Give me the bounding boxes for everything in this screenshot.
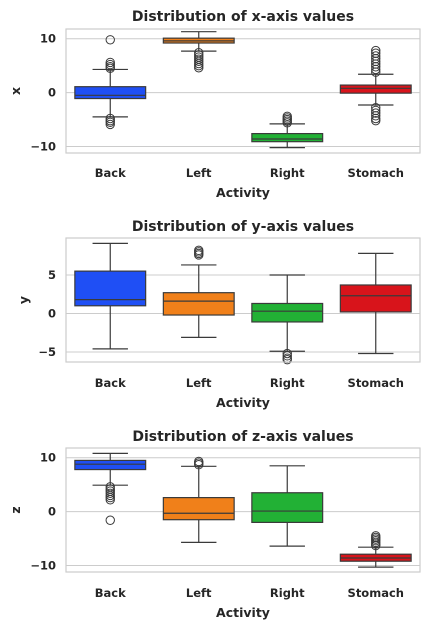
outlier-point bbox=[194, 245, 204, 256]
x-tick-label: Right bbox=[270, 376, 305, 390]
x-tick-label: Left bbox=[186, 166, 212, 180]
y-tick-label: 10 bbox=[40, 32, 56, 46]
x-tick-label: Stomach bbox=[348, 376, 404, 390]
box-stomach bbox=[339, 45, 412, 126]
box-rect bbox=[251, 492, 324, 524]
subplot-2: 5 0 −5 Back Left Right Stomach Distribution of … bbox=[16, 219, 421, 410]
outlier-point bbox=[194, 56, 204, 67]
y-axis-label: z bbox=[8, 506, 23, 513]
outlier-point bbox=[105, 119, 115, 130]
y-tick-label: 0 bbox=[48, 505, 56, 519]
outlier-point bbox=[105, 63, 115, 74]
box-rect bbox=[339, 284, 412, 313]
subplot-1: 10 0 −10 Back Left Right Stomach Distribution o… bbox=[8, 9, 421, 200]
outlier-point bbox=[105, 488, 115, 498]
box-rect bbox=[162, 292, 235, 316]
chart-title: Distribution of y-axis values bbox=[132, 219, 354, 235]
y-tick-label: 5 bbox=[48, 268, 56, 282]
outlier-point bbox=[282, 351, 292, 361]
box-left bbox=[162, 456, 235, 543]
box-stomach bbox=[339, 531, 412, 568]
plot-frame bbox=[65, 447, 421, 573]
box-rect bbox=[251, 302, 324, 323]
box-back bbox=[74, 452, 147, 525]
chart-title: Distribution of z-axis values bbox=[132, 429, 353, 445]
outlier-point bbox=[105, 35, 115, 45]
box-right bbox=[251, 465, 324, 547]
box-left bbox=[162, 245, 235, 338]
outlier-point bbox=[371, 45, 381, 56]
outlier-point bbox=[105, 113, 115, 124]
box-rect bbox=[339, 84, 412, 94]
x-axis-label: Activity bbox=[216, 395, 270, 410]
outlier-point bbox=[105, 117, 115, 127]
y-axis-label: x bbox=[8, 87, 23, 95]
box-rect bbox=[74, 270, 147, 307]
x-tick-label: Back bbox=[95, 376, 126, 390]
x-tick-label: Back bbox=[95, 166, 126, 180]
y-tick-label: −10 bbox=[30, 140, 56, 154]
plot-frame bbox=[65, 28, 421, 154]
outlier-point bbox=[194, 60, 204, 71]
outlier-point bbox=[105, 492, 115, 503]
x-axis-label: Activity bbox=[216, 185, 270, 200]
outlier-point bbox=[194, 58, 204, 69]
x-axis-label: Activity bbox=[216, 605, 270, 620]
box-rect bbox=[162, 497, 235, 521]
outlier-point bbox=[371, 531, 381, 541]
box-left bbox=[162, 31, 235, 73]
y-tick-label: 0 bbox=[48, 306, 56, 320]
subplot-3: 10 0 −10 Back Left Right Stomach Distribution o… bbox=[8, 429, 421, 620]
box-right bbox=[251, 274, 324, 365]
outlier-point bbox=[371, 115, 381, 126]
outlier-point bbox=[194, 456, 204, 467]
outlier-point bbox=[105, 490, 115, 501]
box-back bbox=[74, 242, 147, 350]
outlier-point bbox=[282, 354, 292, 365]
x-tick-label: Back bbox=[95, 586, 126, 600]
y-tick-label: 10 bbox=[40, 451, 56, 465]
outlier-point bbox=[105, 57, 115, 68]
plot-frame bbox=[65, 237, 421, 363]
x-tick-label: Right bbox=[270, 586, 305, 600]
box-back bbox=[74, 35, 147, 130]
outlier-point bbox=[105, 59, 115, 70]
y-tick-label: −5 bbox=[38, 345, 56, 359]
outlier-point bbox=[371, 113, 381, 124]
y-tick-label: −10 bbox=[30, 559, 56, 573]
outlier-point bbox=[371, 51, 381, 61]
y-axis-label: y bbox=[16, 296, 31, 304]
box-right bbox=[251, 111, 324, 149]
outlier-point bbox=[371, 48, 381, 58]
outlier-point bbox=[194, 63, 204, 73]
x-tick-label: Stomach bbox=[348, 166, 404, 180]
box-stomach bbox=[339, 252, 412, 355]
chart-title: Distribution of x-axis values bbox=[132, 9, 354, 25]
x-tick-label: Stomach bbox=[348, 586, 404, 600]
x-tick-label: Right bbox=[270, 166, 305, 180]
outlier-point bbox=[105, 495, 115, 505]
outlier-point bbox=[371, 108, 381, 118]
x-tick-label: Left bbox=[186, 586, 212, 600]
y-tick-label: 0 bbox=[48, 86, 56, 100]
box-rect bbox=[251, 132, 324, 143]
x-tick-label: Left bbox=[186, 376, 212, 390]
outlier-point bbox=[282, 111, 292, 122]
box-rect bbox=[74, 459, 147, 471]
box-rect bbox=[74, 86, 147, 100]
outlier-point bbox=[105, 515, 115, 525]
outlier-point bbox=[371, 111, 381, 121]
outlier-point bbox=[282, 348, 292, 359]
